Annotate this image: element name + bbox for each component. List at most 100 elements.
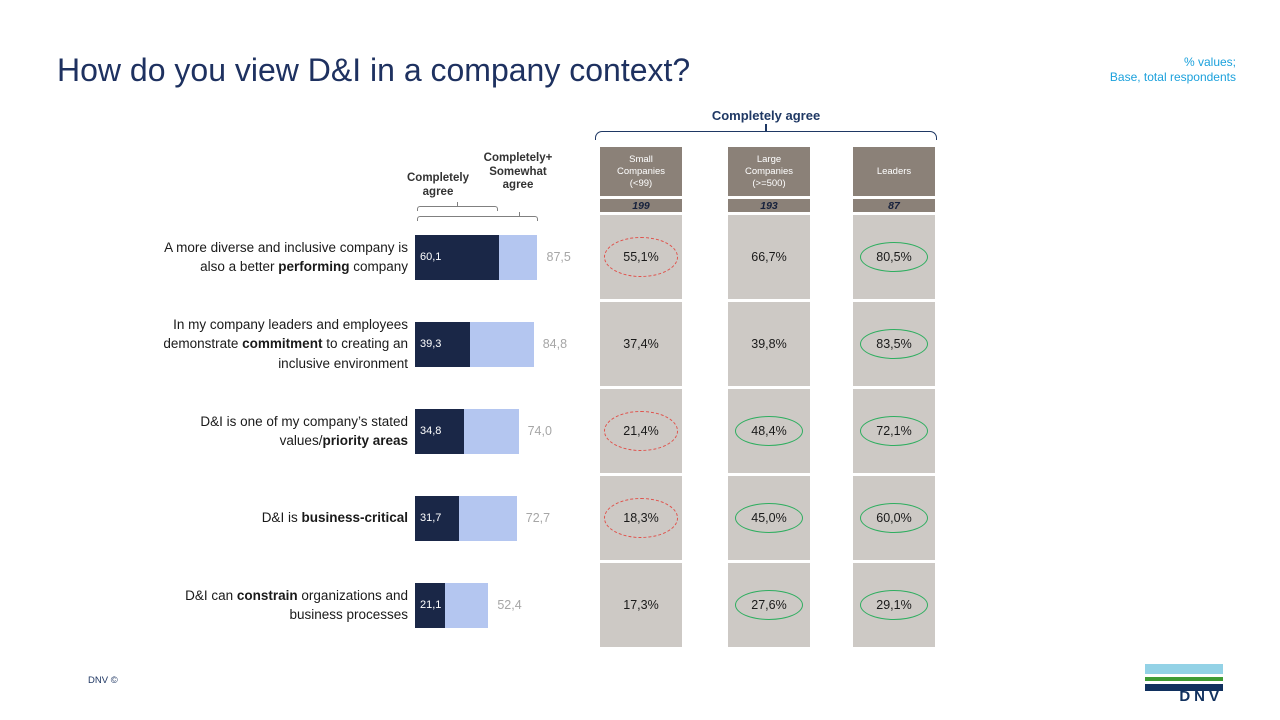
dnv-logo-text: DNV <box>1179 688 1223 705</box>
group-header-label: Completely agree <box>711 108 821 123</box>
legend-line: Completely <box>407 172 469 184</box>
column-header-line: Large <box>756 153 782 165</box>
column-header-line: (<99) <box>629 177 653 189</box>
subgroup-value: 17,3% <box>623 598 659 612</box>
row-label: D&I can constrain organizations and busin… <box>60 563 408 647</box>
highlight-oval-green <box>860 590 928 620</box>
column-header-1: Small Companies (<99) <box>600 147 682 196</box>
subgroup-cell: 72,1% <box>853 389 935 473</box>
legend-line: Completely+ <box>483 152 553 164</box>
highlight-oval-green <box>860 503 928 533</box>
legend-bracket-total <box>417 216 538 221</box>
column-base-2: 193 <box>728 199 810 212</box>
row-label-segment: A more diverse and inclusive company is <box>164 239 408 255</box>
subgroup-cell: 83,5% <box>853 302 935 386</box>
legend-line: agree <box>422 185 454 198</box>
row-label: In my company leaders and employees demon… <box>60 302 408 386</box>
highlight-oval-green <box>860 329 928 359</box>
row-label-segment: inclusive environment <box>278 355 408 371</box>
bar-total-label: 72,7 <box>525 511 551 525</box>
column-base-1: 199 <box>600 199 682 212</box>
bar-total-label: 52,4 <box>497 598 522 612</box>
subgroup-cell: 27,6% <box>728 563 810 647</box>
page-title: How do you view D&I in a company context… <box>57 52 691 88</box>
bar-somewhat-agree <box>444 582 489 628</box>
row-label: A more diverse and inclusive company is a… <box>60 215 408 299</box>
legend-line: Somewhat <box>489 165 547 178</box>
row-label: D&I is business-critical <box>60 476 408 560</box>
chart-note: % values; Base, total respondents <box>1110 55 1236 85</box>
subgroup-cell: 48,4% <box>728 389 810 473</box>
legend-bracket-tick <box>457 202 458 206</box>
row-label-line: inclusive environment <box>60 354 408 374</box>
column-header-2: Large Companies (>=500) <box>728 147 810 196</box>
highlight-oval-red-dashed <box>604 498 678 538</box>
highlight-oval-green <box>735 503 803 533</box>
column-header-line: Companies <box>744 165 794 177</box>
subgroup-cell: 17,3% <box>600 563 682 647</box>
bar-completely-agree: 31,7 <box>415 495 460 541</box>
subgroup-value: 45,0% <box>751 511 787 525</box>
subgroup-value: 72,1% <box>876 424 912 438</box>
highlight-oval-red-dashed <box>604 237 678 277</box>
subgroup-cell: 37,4% <box>600 302 682 386</box>
row-label-segment: D&I is <box>261 510 302 526</box>
subgroup-value: 83,5% <box>876 337 912 351</box>
highlight-oval-green <box>735 590 803 620</box>
row-label-line: A more diverse and inclusive company is <box>60 238 408 258</box>
row-label-segment: also a better <box>200 259 279 274</box>
bar-total-label: 74,0 <box>527 424 552 438</box>
row-label-bold-segment: priority areas <box>322 433 408 448</box>
row-label-segment: organizations and <box>297 587 408 603</box>
subgroup-value: 66,7% <box>751 250 787 264</box>
row-label-segment: company <box>349 259 408 274</box>
bar-completely-agree: 34,8 <box>415 408 464 454</box>
row-label-bold-segment: commitment <box>242 336 323 352</box>
bar-somewhat-agree <box>459 495 517 541</box>
subgroup-cell: 55,1% <box>600 215 682 299</box>
subgroup-cell: 39,8% <box>728 302 810 386</box>
row-label-bold-segment: constrain <box>236 587 298 603</box>
row-label-segment: demonstrate <box>163 336 243 352</box>
subgroup-cell: 80,5% <box>853 215 935 299</box>
legend-completely-somewhat-agree: Completely+ Somewhat agree <box>470 152 566 193</box>
subgroup-value: 21,4% <box>623 424 659 438</box>
row-label-line: demonstrate commitment to creating an <box>60 334 408 354</box>
dnv-logo-bar-blue <box>1145 664 1223 674</box>
subgroup-cell: 29,1% <box>853 563 935 647</box>
row-label-segment: D&I is one of my company’s stated <box>200 413 408 429</box>
legend-bracket-tick <box>519 212 520 216</box>
subgroup-value: 60,0% <box>876 511 912 525</box>
subgroup-cell: 66,7% <box>728 215 810 299</box>
dnv-logo-bar-green <box>1145 677 1223 681</box>
subgroup-cell: 45,0% <box>728 476 810 560</box>
note-line-2: Base, total respondents <box>1109 70 1236 84</box>
subgroup-cell: 60,0% <box>853 476 935 560</box>
highlight-oval-red-dashed <box>604 411 678 451</box>
highlight-oval-green <box>735 416 803 446</box>
bar-value-label: 31,7 <box>420 512 442 524</box>
column-header-3: Leaders <box>853 147 935 196</box>
bar-somewhat-agree <box>470 321 534 367</box>
copyright: DNV © <box>88 675 118 686</box>
bar-somewhat-agree <box>499 234 538 280</box>
column-header-line: Companies <box>616 165 666 177</box>
legend-line: agree <box>502 179 534 191</box>
bar-completely-agree: 39,3 <box>415 321 471 367</box>
subgroup-value: 29,1% <box>876 598 912 612</box>
bar-completely-agree: 60,1 <box>415 234 500 280</box>
note-line-1: % values; <box>1183 55 1236 69</box>
group-bracket-tick <box>765 124 767 131</box>
bar-value-label: 60,1 <box>420 251 442 263</box>
dnv-logo-bar-navy <box>1145 684 1223 691</box>
highlight-oval-green <box>860 416 928 446</box>
legend-bracket-completely <box>417 206 498 211</box>
row-label-line: business processes <box>60 605 408 625</box>
bar-total-label: 84,8 <box>542 337 568 351</box>
subgroup-value: 37,4% <box>623 337 659 351</box>
row-label-segment: business processes <box>289 607 408 622</box>
row-label: D&I is one of my company’s stated values/… <box>60 389 408 473</box>
column-header-line: Leaders <box>876 165 912 177</box>
column-header-line: Small <box>629 153 653 165</box>
